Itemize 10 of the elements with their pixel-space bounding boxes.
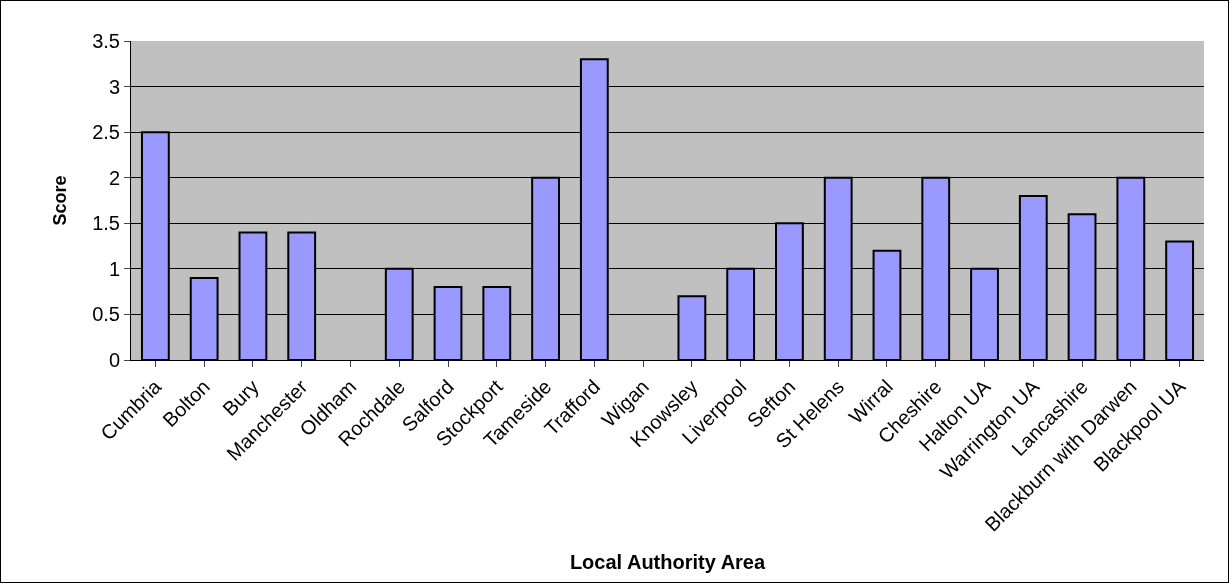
y-tick-label: 1	[108, 257, 120, 280]
y-tick-label: 2.5	[92, 121, 120, 144]
y-tick-label: 0.5	[92, 303, 120, 326]
y-tick-label: 2	[108, 166, 120, 189]
y-tick-label: 3	[108, 75, 120, 98]
y-tick-label: 1.5	[92, 212, 120, 235]
y-tick-label: 0	[108, 349, 120, 371]
y-axis-title: Score	[50, 175, 71, 226]
x-axis-title: Local Authority Area	[569, 551, 766, 574]
y-tick-label: 3.5	[92, 30, 120, 52]
